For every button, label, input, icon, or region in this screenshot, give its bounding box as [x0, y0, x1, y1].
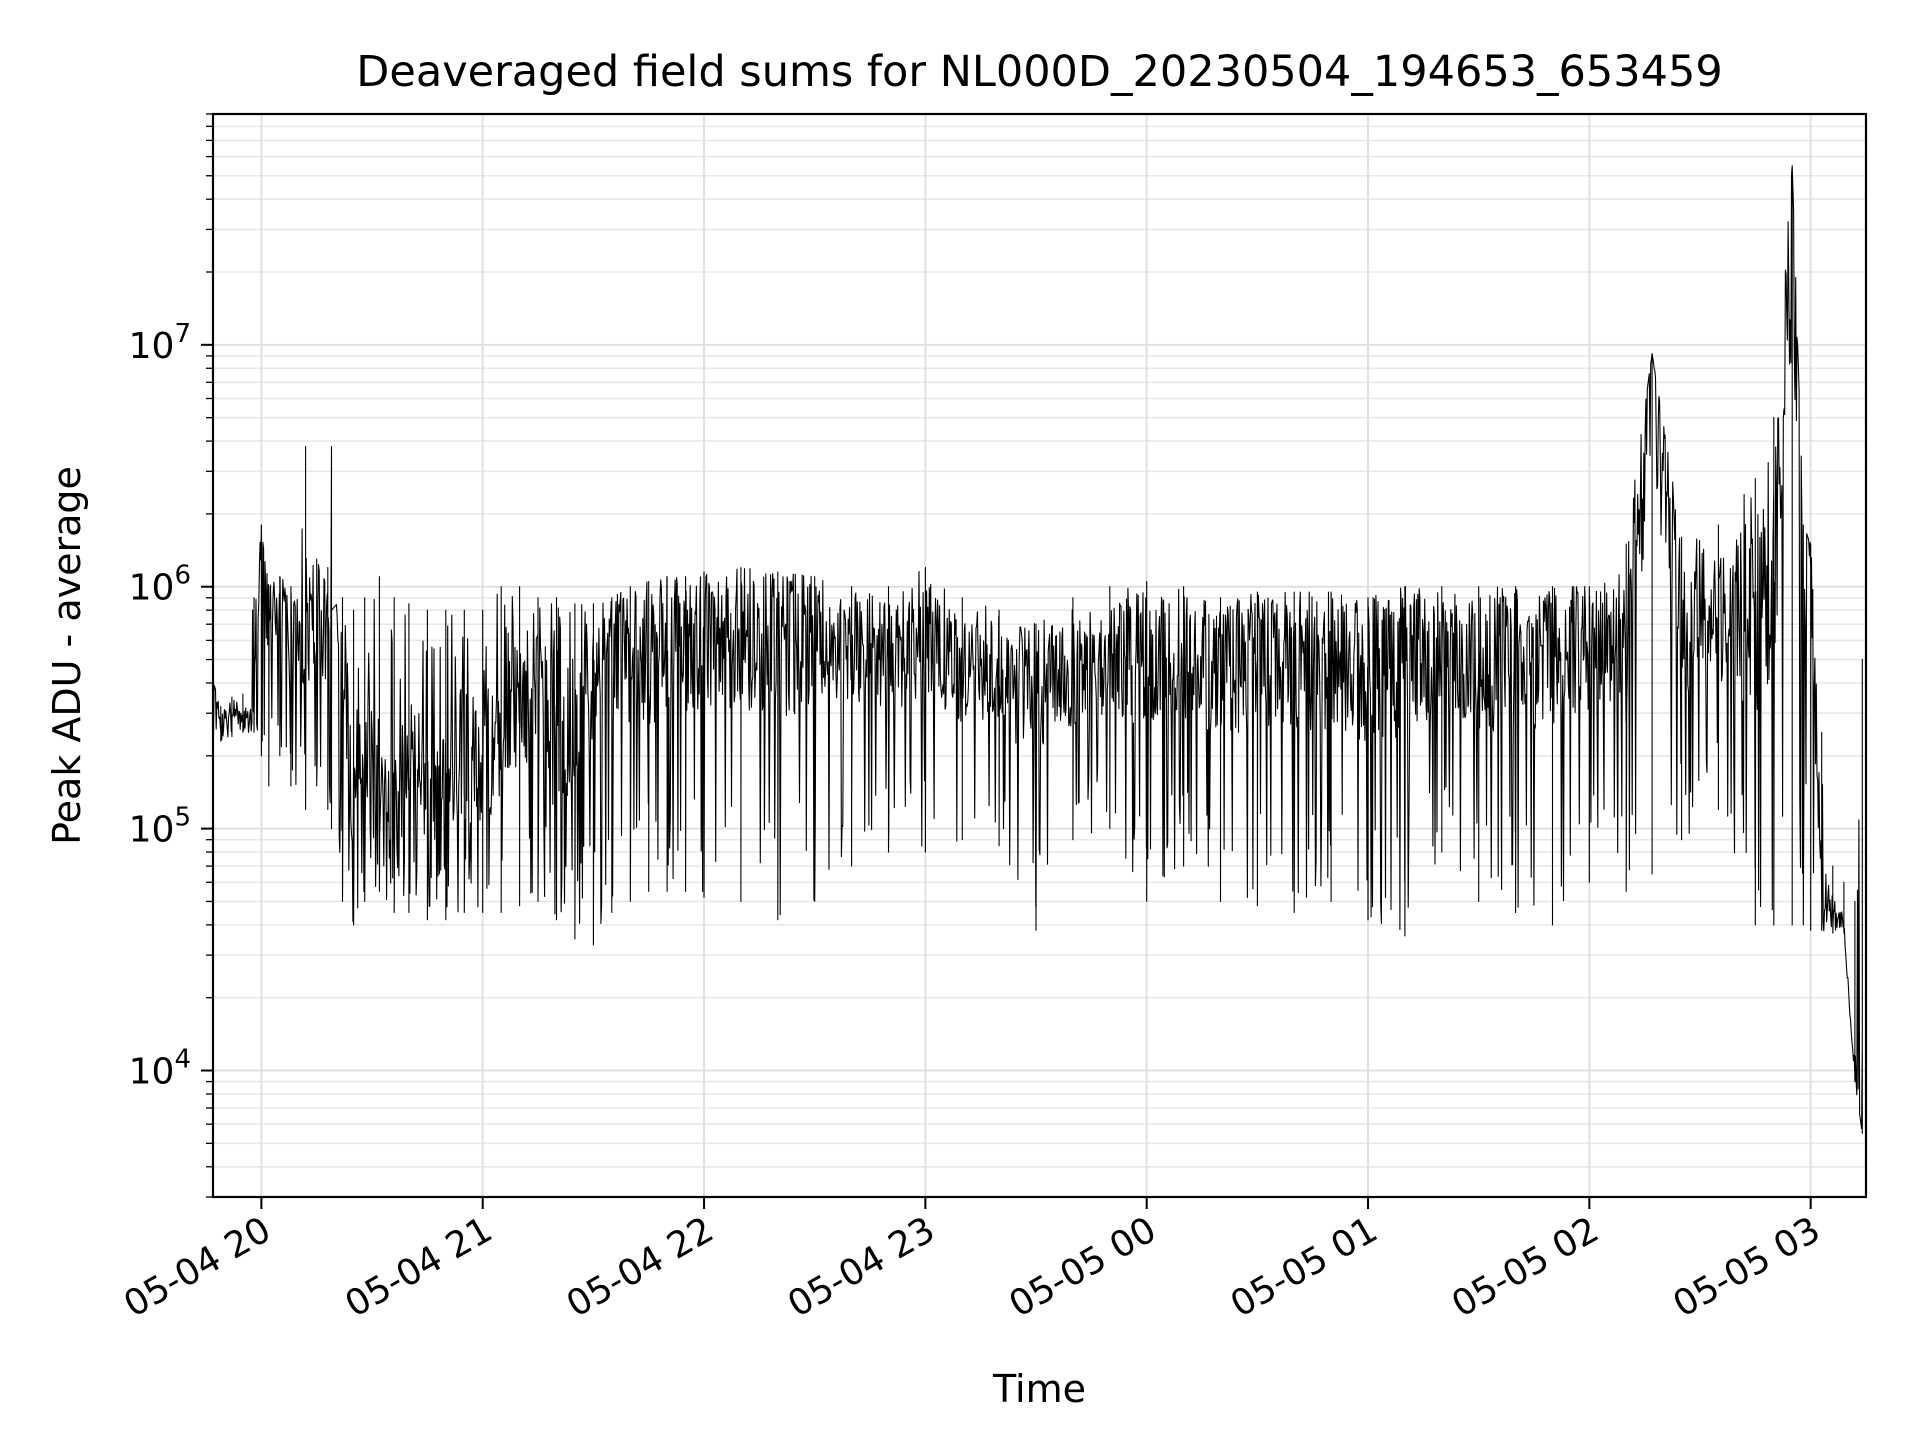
- y-axis-label: Peak ADU - average: [45, 466, 89, 845]
- chart-title: Deaveraged field sums for NL000D_2023050…: [356, 47, 1722, 97]
- y-tick-label: 107: [129, 319, 191, 367]
- grid-layer: [213, 113, 1866, 1198]
- plot-frame: [211, 112, 1868, 1199]
- x-axis-label: Time: [992, 1367, 1086, 1411]
- series-line: [212, 165, 1863, 1134]
- y-tick-label: 106: [129, 561, 191, 609]
- series-layer: [212, 165, 1863, 1134]
- y-tick-label: 105: [129, 803, 191, 851]
- y-tick-label: 104: [129, 1045, 191, 1093]
